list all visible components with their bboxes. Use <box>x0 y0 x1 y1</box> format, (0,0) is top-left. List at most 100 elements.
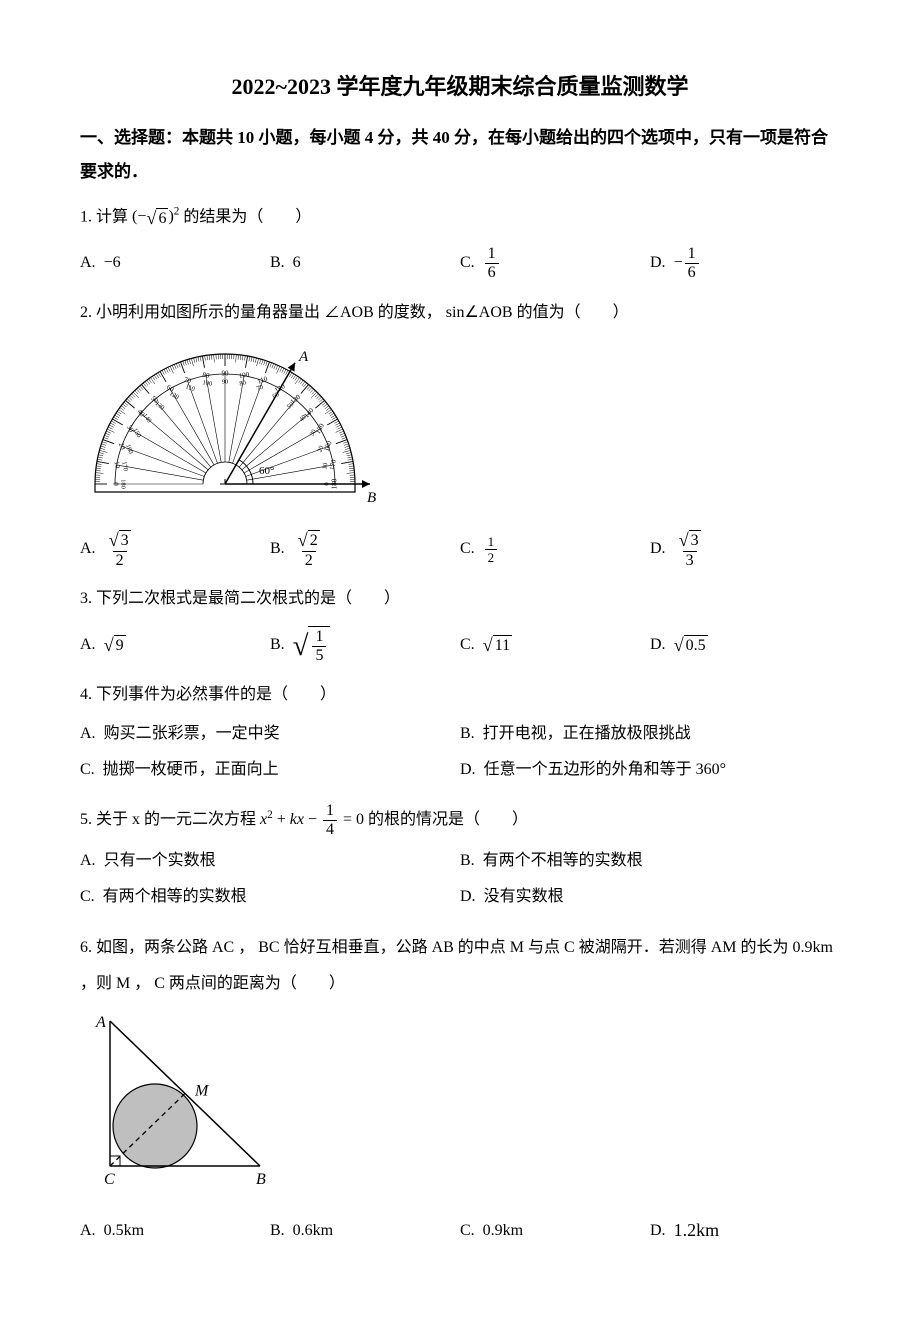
q6-d-val: 1.2km <box>674 1217 720 1244</box>
label-c: C. <box>460 251 475 275</box>
q6-figure: ABCM <box>80 1011 840 1199</box>
svg-text:80: 80 <box>239 380 247 388</box>
svg-text:90: 90 <box>222 370 230 378</box>
q2-stem: 2. 小明利用如图所示的量角器量出 ∠AOB 的度数， sin∠AOB 的值为（… <box>80 297 840 329</box>
q1-root-arg: 6 <box>156 208 168 228</box>
label-a: A. <box>80 633 96 657</box>
q3-opt-c: C. √11 <box>460 623 650 667</box>
svg-text:60°: 60° <box>259 465 274 477</box>
label-c: C. <box>460 1219 475 1243</box>
q3-b-den: 5 <box>312 646 326 664</box>
q2-opt-c: C. 12 <box>460 527 650 571</box>
q3-opt-d: D. √0.5 <box>650 623 840 667</box>
q2-opt-a: A. √32 <box>80 527 270 571</box>
q2-c-num: 1 <box>485 535 498 549</box>
label-b: B. <box>460 722 475 746</box>
svg-text:B: B <box>256 1171 266 1188</box>
label-d: D. <box>650 537 666 561</box>
q1-opt-a: A. −6 <box>80 241 270 285</box>
label-a: A. <box>80 537 96 561</box>
q2-figure: 0180101702016030150401405013060120701108… <box>80 339 840 517</box>
q5-opt-c: C. 有两个相等的实数根 <box>80 882 460 912</box>
q1-c-den: 6 <box>485 263 499 281</box>
label-d: D. <box>650 1219 666 1243</box>
q5-frac-den: 4 <box>323 820 337 838</box>
label-b: B. <box>270 1219 285 1243</box>
q3-d-arg: 0.5 <box>684 635 708 655</box>
q3-b-num: 1 <box>312 629 326 646</box>
q5-suffix: 的根的情况是（ ） <box>368 812 528 829</box>
q5-b-val: 有两个不相等的实数根 <box>483 849 643 873</box>
q1-opt-d: D. −16 <box>650 241 840 285</box>
q1-a-val: −6 <box>104 251 121 275</box>
q4-opt-c: C.抛掷一枚硬币，正面向上 <box>80 755 460 785</box>
q1-d-num: 1 <box>685 246 699 263</box>
svg-text:180: 180 <box>120 479 127 489</box>
q5-opt-a: A.只有一个实数根 <box>80 846 460 876</box>
label-a: A. <box>80 722 96 746</box>
q2-opt-b: B. √22 <box>270 527 460 571</box>
page-title: 2022~2023 学年度九年级期末综合质量监测数学 <box>80 70 840 103</box>
q3-opt-b: B. √15 <box>270 623 460 667</box>
label-c: C. <box>460 633 475 657</box>
label-c: C. <box>80 885 95 909</box>
q2-b-num: 2 <box>308 530 320 550</box>
q3-options: A. √9 B. √15 C. √11 D. √0.5 <box>80 623 840 667</box>
section-heading: 一、选择题：本题共 10 小题，每小题 4 分，共 40 分，在每小题给出的四个… <box>80 121 840 189</box>
q3-a-arg: 9 <box>114 635 126 655</box>
q6-b-val: 0.6km <box>293 1219 333 1243</box>
q5-options: A.只有一个实数根 B. 有两个不相等的实数根 C. 有两个相等的实数根 D.没有实… <box>80 846 840 918</box>
svg-text:90: 90 <box>222 379 229 386</box>
svg-text:A: A <box>298 349 309 365</box>
label-c: C. <box>460 537 475 561</box>
svg-text:A: A <box>95 1014 106 1031</box>
q5-d-val: 没有实数根 <box>484 885 564 909</box>
svg-text:C: C <box>104 1171 115 1188</box>
q3-stem: 3. 下列二次根式是最简二次根式的是（ ） <box>80 583 840 615</box>
q3-opt-a: A. √9 <box>80 623 270 667</box>
q5-c-val: 有两个相等的实数根 <box>103 885 247 909</box>
q6-opt-b: B. 0.6km <box>270 1209 460 1253</box>
label-a: A. <box>80 251 96 275</box>
q6-options: A. 0.5km B. 0.6km C.0.9km D. 1.2km <box>80 1209 840 1253</box>
q1-b-val: 6 <box>293 251 301 275</box>
q2-c-den: 2 <box>485 549 498 564</box>
q4-stem: 4. 下列事件为必然事件的是（ ） <box>80 679 840 711</box>
q5-opt-b: B. 有两个不相等的实数根 <box>460 846 840 876</box>
q4-opt-b: B. 打开电视，正在播放极限挑战 <box>460 719 840 749</box>
label-b: B. <box>460 849 475 873</box>
q1-d-den: 6 <box>685 263 699 281</box>
q6-a-val: 0.5km <box>104 1219 144 1243</box>
q5-frac-num: 1 <box>323 803 337 820</box>
q5-opt-d: D.没有实数根 <box>460 882 840 912</box>
label-d: D. <box>650 251 666 275</box>
q2-d-den: 3 <box>683 551 697 569</box>
q1-c-num: 1 <box>485 246 499 263</box>
q4-opt-a: A. 购买二张彩票，一定中奖 <box>80 719 460 749</box>
q4-a-val: 购买二张彩票，一定中奖 <box>104 722 280 746</box>
q1-expr: (−√6)2 <box>132 208 179 225</box>
label-d: D. <box>460 758 476 782</box>
label-c: C. <box>80 758 95 782</box>
svg-text:B: B <box>367 490 376 506</box>
q4-b-val: 打开电视，正在播放极限挑战 <box>483 722 691 746</box>
label-b: B. <box>270 537 285 561</box>
q4-options: A. 购买二张彩票，一定中奖 B. 打开电视，正在播放极限挑战 C.抛掷一枚硬币，正… <box>80 719 840 791</box>
svg-text:10: 10 <box>321 463 329 471</box>
q6-stem: 6. 如图，两条公路 AC ， BC 恰好互相垂直，公路 AB 的中点 M 与点… <box>80 930 840 1000</box>
label-a: A. <box>80 1219 96 1243</box>
q4-opt-d: D. 任意一个五边形的外角和等于 360° <box>460 755 840 785</box>
q5-a-val: 只有一个实数根 <box>104 849 216 873</box>
q1-opt-b: B.6 <box>270 241 460 285</box>
q1-options: A.−6 B.6 C. 16 D. −16 <box>80 241 840 285</box>
q1-opt-c: C. 16 <box>460 241 650 285</box>
q6-opt-c: C.0.9km <box>460 1209 650 1253</box>
q5-stem: 5. 关于 x 的一元二次方程 x2 + kx − 14 = 0 的根的情况是（… <box>80 803 840 838</box>
q2-options: A. √32 B. √22 C. 12 D. √33 <box>80 527 840 571</box>
q1-suffix: 的结果为（ ） <box>183 208 311 225</box>
q6-opt-d: D. 1.2km <box>650 1209 840 1253</box>
q4-d-val: 任意一个五边形的外角和等于 360° <box>484 758 726 782</box>
q2-b-den: 2 <box>302 551 316 569</box>
q2-opt-d: D. √33 <box>650 527 840 571</box>
triangle-lake-icon: ABCM <box>80 1011 290 1191</box>
